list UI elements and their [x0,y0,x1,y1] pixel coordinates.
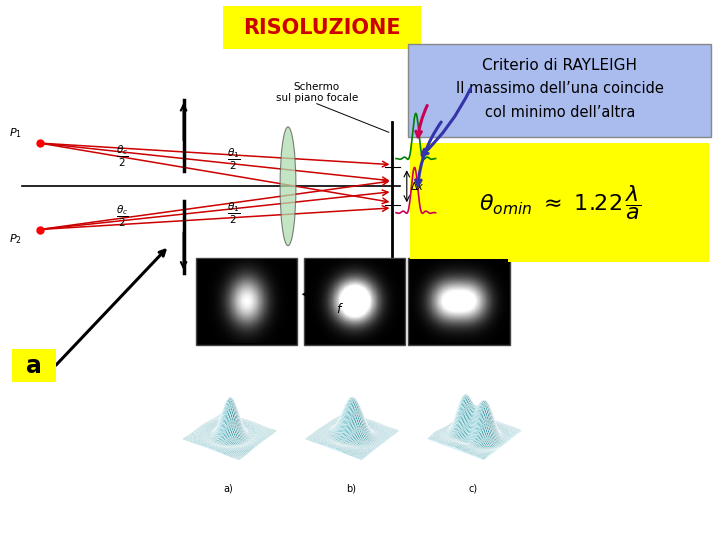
Text: $\Delta x$: $\Delta x$ [410,180,425,192]
Text: col minimo dell’altra: col minimo dell’altra [485,105,635,120]
FancyBboxPatch shape [12,349,56,382]
Text: a: a [26,354,42,378]
FancyBboxPatch shape [196,258,297,345]
Text: $\dfrac{\theta_c}{2}$: $\dfrac{\theta_c}{2}$ [116,204,129,228]
Text: $P_2$: $P_2$ [9,232,22,246]
FancyBboxPatch shape [223,6,421,49]
Text: c): c) [469,483,478,494]
Text: $\dfrac{\theta_1}{2}$: $\dfrac{\theta_1}{2}$ [228,147,240,172]
FancyBboxPatch shape [408,44,711,137]
Ellipse shape [280,127,296,246]
Text: Il massimo dell’una coincide: Il massimo dell’una coincide [456,82,664,96]
Text: $\theta_{omin}\ \approx\ 1.22\,\dfrac{\lambda}{a}$: $\theta_{omin}\ \approx\ 1.22\,\dfrac{\l… [479,183,641,222]
FancyBboxPatch shape [410,143,709,262]
Text: $P_1$: $P_1$ [9,126,22,140]
Text: Criterio di RAYLEIGH: Criterio di RAYLEIGH [482,58,637,73]
FancyBboxPatch shape [408,258,510,345]
Text: Schermo: Schermo [294,82,340,92]
Text: $l$: $l$ [400,302,405,316]
Text: a): a) [224,483,233,494]
FancyBboxPatch shape [304,258,405,345]
Text: RISOLUZIONE: RISOLUZIONE [243,17,401,38]
Text: b): b) [346,483,356,494]
Text: sul piano focale: sul piano focale [276,92,358,103]
Text: $\dfrac{\theta_c}{2}$: $\dfrac{\theta_c}{2}$ [116,144,129,169]
Text: $\dfrac{\theta_1}{2}$: $\dfrac{\theta_1}{2}$ [228,201,240,226]
Text: $f$: $f$ [336,302,344,316]
